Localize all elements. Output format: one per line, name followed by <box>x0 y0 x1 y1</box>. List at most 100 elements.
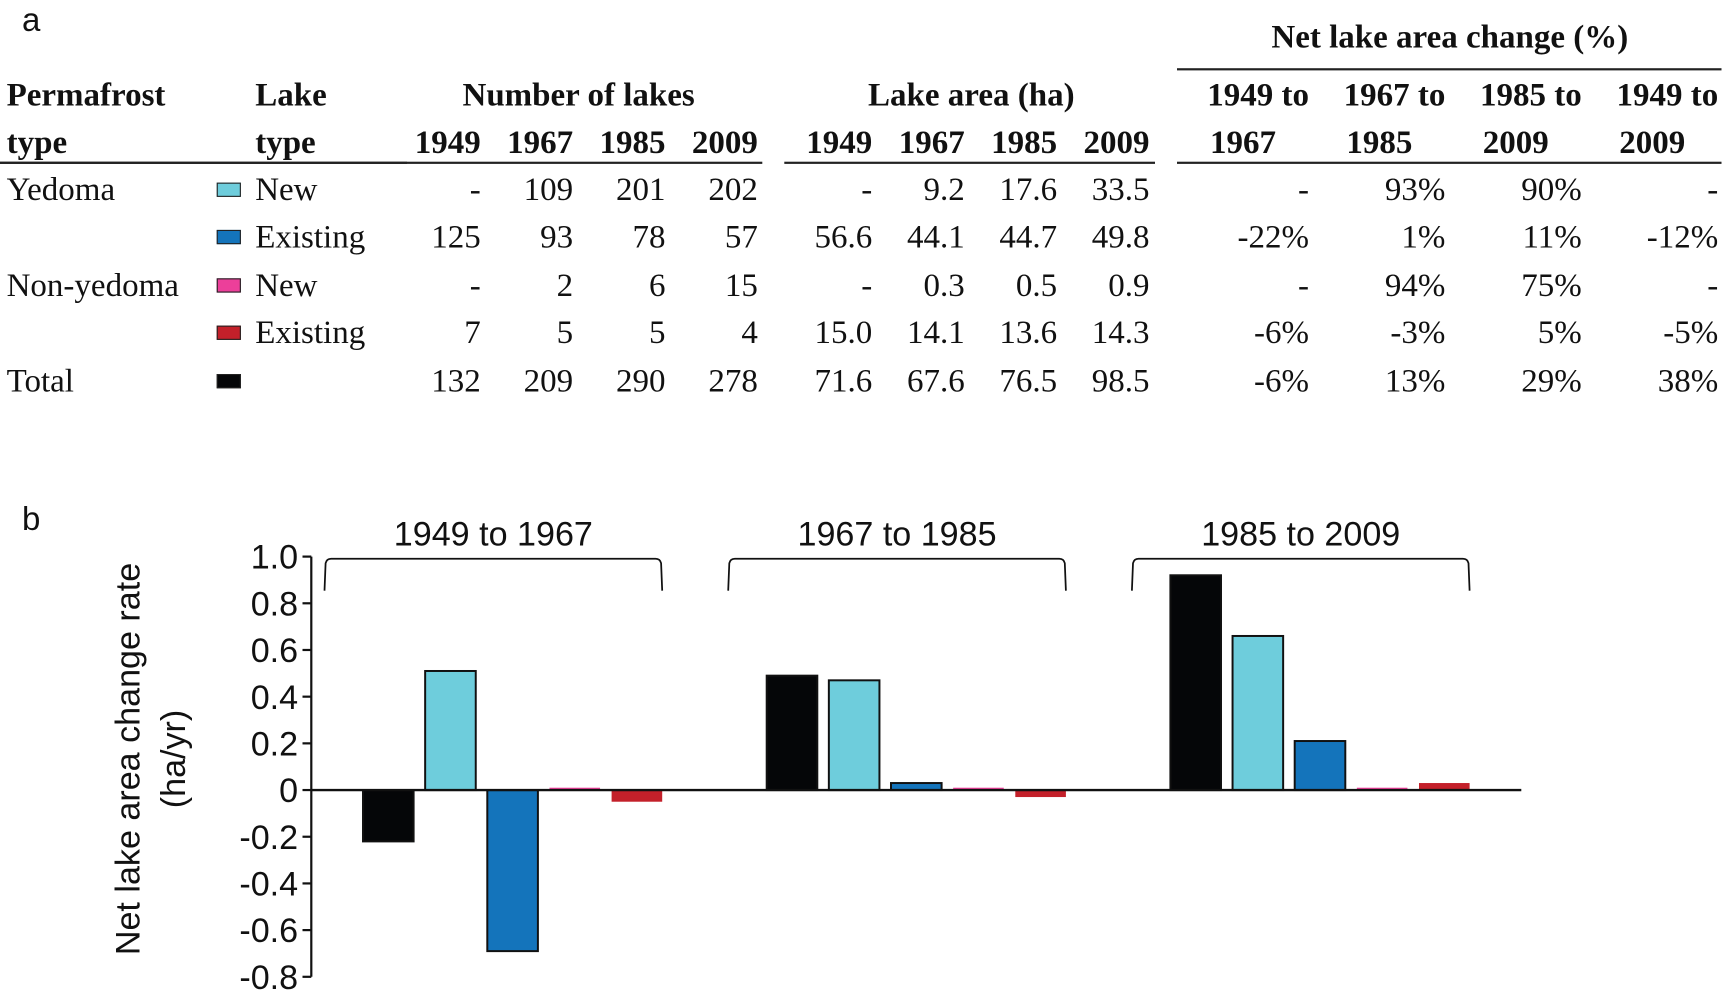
bar-yedoma-new <box>1231 634 1285 792</box>
lake-area-cell: 44.7 <box>999 218 1058 256</box>
header-year: 2009 <box>691 124 758 161</box>
lake-count-cell: 4 <box>741 314 758 351</box>
legend-swatch <box>216 229 241 245</box>
y-tick-label: 0.8 <box>251 585 298 623</box>
lake-area-cell: 15.0 <box>814 314 873 351</box>
header-lake-type: type <box>255 124 316 161</box>
lake-count-cell: 132 <box>431 363 481 400</box>
y-tick-label: 0.6 <box>251 632 298 670</box>
lake-area-cell: 17.6 <box>999 171 1058 208</box>
area-change-cell: - <box>1707 171 1719 208</box>
area-change-cell: -22% <box>1237 218 1309 256</box>
area-change-cell: 5% <box>1537 314 1582 351</box>
lake-area-cell: 0.3 <box>923 267 965 304</box>
area-change-cell: 11% <box>1522 218 1582 256</box>
header-lake-type: Lake <box>255 77 327 114</box>
y-tick-label: -0.6 <box>239 912 298 950</box>
header-period: 1949 to <box>1207 77 1309 114</box>
lake-area-cell: 33.5 <box>1091 171 1150 208</box>
area-change-cell: 29% <box>1521 363 1582 400</box>
y-tick-label: 0.2 <box>251 725 298 763</box>
lake-count-cell: 201 <box>616 171 666 208</box>
bar-yedoma-existing <box>486 789 539 953</box>
header-rule <box>1177 161 1722 164</box>
y-tick-label: -0.2 <box>239 819 298 857</box>
group-bracket <box>1131 557 1471 591</box>
header-period: 2009 <box>1482 124 1549 161</box>
lake-count-cell: 5 <box>556 314 574 351</box>
y-tick-label: 0.4 <box>251 679 298 717</box>
bar-total <box>1169 574 1222 792</box>
area-change-cell: - <box>1298 267 1309 304</box>
header-period: 1949 to <box>1616 77 1719 114</box>
area-change-cell: 93% <box>1384 171 1446 208</box>
group-bracket <box>727 557 1067 591</box>
panel-label-a: a <box>22 2 41 39</box>
lake-count-cell: 5 <box>649 314 666 351</box>
lake-count-cell: 202 <box>708 171 758 208</box>
bar-yedoma-new <box>424 669 477 792</box>
area-change-cell: 13% <box>1384 363 1446 400</box>
lake-type-cell: Existing <box>255 314 366 351</box>
header-year: 1967 <box>507 124 574 161</box>
area-change-cell: 1% <box>1401 218 1446 256</box>
area-change-cell: - <box>1298 171 1309 208</box>
lake-type-cell: New <box>255 267 318 304</box>
bar-total <box>765 674 819 792</box>
lake-type-cell: New <box>255 171 318 208</box>
header-rule <box>1177 68 1722 71</box>
lake-count-cell: 2 <box>556 267 574 304</box>
lake-count-cell: 6 <box>649 267 666 304</box>
lake-count-cell: 125 <box>431 218 481 256</box>
lake-area-cell: 49.8 <box>1091 218 1150 256</box>
area-change-cell: 38% <box>1657 363 1719 400</box>
area-change-cell: - <box>1707 267 1719 304</box>
group-label: 1985 to 2009 <box>1201 516 1400 554</box>
header-period: 2009 <box>1619 124 1686 161</box>
header-year: 1985 <box>991 124 1058 161</box>
legend-swatch <box>216 325 241 340</box>
lake-type-cell: Existing <box>255 218 366 256</box>
lake-count-cell: 93 <box>540 218 574 256</box>
header-number-of-lakes: Number of lakes <box>462 77 695 114</box>
lake-count-cell: 290 <box>616 363 666 400</box>
lake-area-cell: 14.1 <box>906 314 965 351</box>
area-change-cell: -5% <box>1663 314 1719 351</box>
area-change-cell: -12% <box>1646 218 1719 256</box>
lake-count-cell: 109 <box>523 171 574 208</box>
lake-count-cell: 7 <box>464 314 481 351</box>
lake-count-cell: 15 <box>724 267 758 304</box>
header-period: 1985 <box>1346 124 1413 161</box>
panel-label-b: b <box>22 501 41 538</box>
lake-area-cell: 0.9 <box>1108 267 1150 304</box>
permafrost-type-cell: Yedoma <box>6 171 116 208</box>
bar-non-yedoma-existing <box>611 790 663 802</box>
lake-count-cell: 209 <box>523 363 574 400</box>
bar-total <box>362 789 415 843</box>
lake-area-cell: 44.1 <box>906 218 965 256</box>
lake-area-cell: - <box>861 171 873 208</box>
y-tick-label: 0 <box>279 772 298 810</box>
lake-count-cell: 278 <box>708 363 758 400</box>
y-tick-label: 1.0 <box>251 539 298 577</box>
bar-non-yedoma-existing <box>1419 783 1470 791</box>
lake-area-cell: - <box>861 267 873 304</box>
legend-swatch <box>216 182 241 197</box>
header-permafrost-type: Permafrost <box>6 77 166 114</box>
header-net-change: Net lake area change (%) <box>1271 18 1629 55</box>
y-tick-label: -0.8 <box>239 959 298 997</box>
lake-area-cell: 98.5 <box>1091 363 1150 400</box>
y-tick-label: -0.4 <box>239 866 298 904</box>
lake-area-cell: 9.2 <box>923 171 965 208</box>
legend-swatch <box>216 374 241 389</box>
legend-swatch <box>216 278 241 293</box>
header-year: 1967 <box>898 124 965 161</box>
header-year: 2009 <box>1083 124 1150 161</box>
area-change-cell: -6% <box>1254 314 1309 351</box>
y-axis-label: Net lake area change rate <box>110 563 148 955</box>
header-year: 1949 <box>414 124 481 161</box>
area-change-cell: -6% <box>1254 363 1309 400</box>
lake-count-cell: - <box>469 267 481 304</box>
